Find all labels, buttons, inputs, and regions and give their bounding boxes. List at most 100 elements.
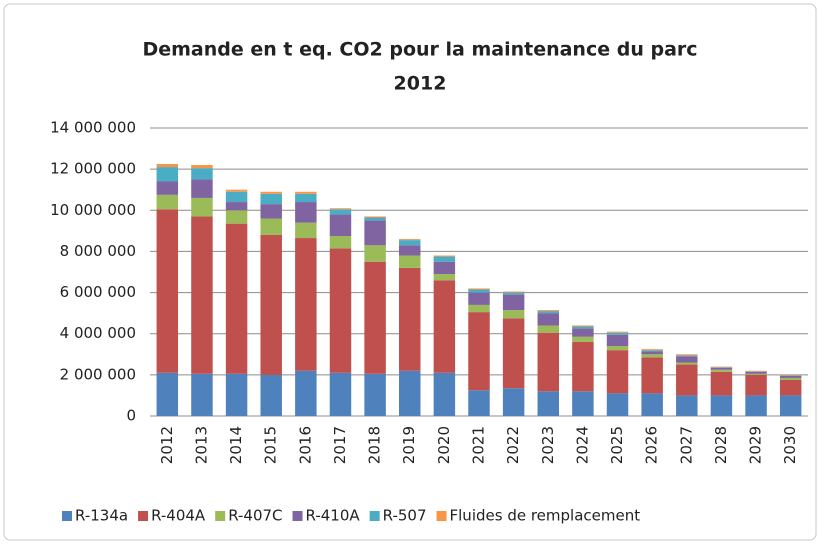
bar-segment bbox=[606, 332, 629, 335]
bar-segment bbox=[295, 193, 317, 203]
bar-segment bbox=[260, 193, 282, 205]
bar-segment bbox=[329, 236, 352, 249]
bar-segment bbox=[537, 311, 559, 314]
bar-segment bbox=[745, 395, 767, 416]
x-tick-label: 2021 bbox=[470, 426, 488, 464]
legend-swatch bbox=[369, 511, 380, 521]
bar-segment bbox=[364, 261, 386, 374]
bar-segment bbox=[433, 274, 456, 281]
bar-segment bbox=[191, 165, 213, 169]
legend-label: R-404A bbox=[151, 507, 206, 525]
x-tick-label: 2025 bbox=[608, 426, 626, 464]
y-tick-label: 14 000 000 bbox=[50, 119, 136, 137]
bar-segment bbox=[779, 374, 802, 376]
bar-segment bbox=[710, 366, 733, 368]
x-tick-label: 2029 bbox=[747, 426, 765, 464]
bar-segment bbox=[191, 179, 213, 198]
bar-segment bbox=[676, 354, 698, 356]
bar-segment bbox=[191, 197, 213, 217]
bar-segment bbox=[572, 341, 594, 392]
bar-segment bbox=[260, 218, 282, 235]
bar-segment bbox=[572, 336, 594, 342]
bar-segment bbox=[468, 289, 490, 293]
bar-segment bbox=[433, 372, 456, 416]
y-tick-label: 6 000 000 bbox=[60, 283, 136, 301]
legend-swatch bbox=[62, 511, 72, 521]
bar-segment bbox=[295, 202, 317, 223]
bar-segment bbox=[364, 217, 386, 221]
bar-segment bbox=[399, 370, 421, 416]
y-tick-label: 10 000 000 bbox=[50, 201, 136, 219]
bar-segment bbox=[779, 395, 802, 416]
bar-segment bbox=[468, 288, 490, 290]
bar-segment bbox=[745, 374, 767, 396]
bar-segment bbox=[745, 373, 767, 375]
x-tick-label: 2022 bbox=[504, 426, 522, 464]
bar-segment bbox=[572, 391, 594, 416]
x-tick-label: 2024 bbox=[573, 426, 591, 464]
bar-segment bbox=[606, 331, 629, 333]
bar-segment bbox=[329, 209, 352, 215]
bar-segment bbox=[502, 291, 525, 293]
bar-segment bbox=[606, 346, 629, 351]
bar-segment bbox=[468, 304, 490, 313]
bar-segment bbox=[572, 328, 594, 337]
bar-segment bbox=[295, 191, 317, 194]
y-tick-label: 0 bbox=[126, 407, 136, 425]
chart-title: Demande en t eq. CO2 pour la maintenance… bbox=[142, 39, 697, 61]
x-tick-label: 2016 bbox=[296, 426, 314, 464]
y-tick-label: 12 000 000 bbox=[50, 160, 136, 178]
bar-segment bbox=[433, 280, 456, 373]
x-tick-label: 2026 bbox=[643, 426, 661, 464]
bar-segment bbox=[710, 371, 733, 396]
bar-segment bbox=[225, 223, 248, 374]
bar-segment bbox=[606, 334, 629, 347]
bar-segment bbox=[468, 390, 490, 416]
bar-segment bbox=[537, 332, 559, 392]
bar-segment bbox=[156, 167, 179, 182]
bar-segment bbox=[502, 292, 525, 295]
bar-segment bbox=[225, 191, 248, 203]
x-tick-label: 2014 bbox=[227, 426, 245, 464]
bar-segment bbox=[641, 357, 663, 394]
bar-segment bbox=[779, 377, 802, 380]
bar-segment bbox=[399, 239, 421, 241]
bar-segment bbox=[572, 326, 594, 329]
bar-segment bbox=[156, 194, 179, 210]
bar-segment bbox=[676, 356, 698, 363]
bar-segment bbox=[260, 191, 282, 194]
x-tick-label: 2018 bbox=[366, 426, 384, 464]
bar-segment bbox=[295, 222, 317, 239]
bar-segment bbox=[745, 370, 767, 372]
bar-segment bbox=[779, 380, 802, 396]
bar-segment bbox=[156, 181, 179, 195]
bar-segment bbox=[329, 208, 352, 210]
legend-swatch bbox=[215, 511, 226, 521]
x-tick-label: 2017 bbox=[331, 426, 349, 464]
bar-segment bbox=[399, 255, 421, 268]
bar-segment bbox=[537, 391, 559, 416]
legend-swatch bbox=[292, 511, 303, 521]
bar-segment bbox=[502, 310, 525, 319]
x-tick-label: 2015 bbox=[262, 426, 280, 464]
x-tick-label: 2030 bbox=[781, 426, 799, 464]
bar-segment bbox=[710, 369, 733, 372]
bar-segment bbox=[364, 220, 386, 246]
bar-segment bbox=[676, 362, 698, 365]
bar-segment bbox=[225, 210, 248, 224]
x-tick-label: 2023 bbox=[539, 426, 557, 464]
bar-segment bbox=[156, 209, 179, 373]
bar-segment bbox=[745, 371, 767, 374]
bar-segment bbox=[225, 373, 248, 416]
bar-segment bbox=[502, 294, 525, 311]
bar-segment bbox=[399, 267, 421, 371]
bar-segment bbox=[156, 164, 179, 168]
bar-segment bbox=[260, 374, 282, 416]
bar-segment bbox=[225, 202, 248, 211]
bar-segment bbox=[329, 214, 352, 236]
bar-segment bbox=[641, 349, 663, 351]
bar-segment bbox=[364, 216, 386, 218]
bar-segment bbox=[676, 395, 698, 416]
legend-label: R-507 bbox=[383, 507, 427, 525]
bar-segment bbox=[399, 240, 421, 246]
